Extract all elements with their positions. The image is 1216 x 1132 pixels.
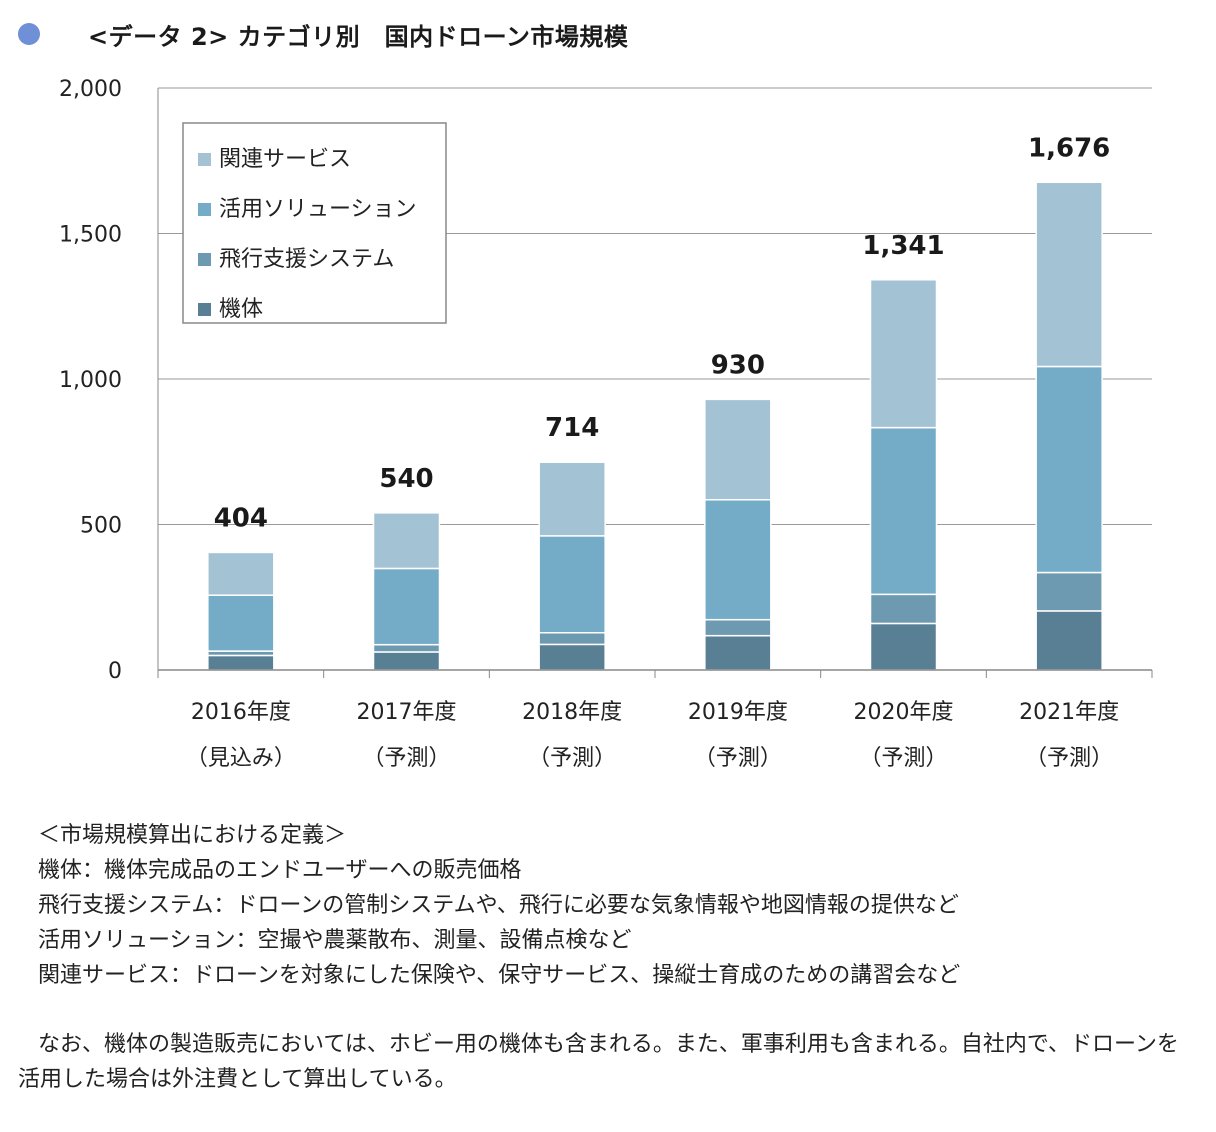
x-tick-label: 2017年度 [357,700,457,725]
legend-swatch [198,203,211,216]
bar-segment [538,643,606,671]
bar-segment [704,618,772,637]
bar-segment [372,651,441,671]
legend-label: 活用ソリューション [219,197,417,222]
bar-segment [869,279,938,429]
x-tick-sublabel: （予測） [528,746,616,771]
legend-box [182,122,447,324]
x-tick-sublabel: （予測） [1025,746,1113,771]
bar-segment [869,426,938,596]
x-tick-label: 2021年度 [1019,700,1119,725]
total-label: 540 [379,464,433,494]
bar-segment [538,632,606,646]
bar-segment [869,622,938,671]
bar-segment [372,567,441,646]
bar-segment [372,643,441,653]
total-label: 1,341 [862,231,944,261]
legend-swatch [198,153,211,166]
x-tick-sublabel: （予測） [362,746,450,771]
total-label: 404 [214,503,268,533]
total-label: 930 [711,350,765,380]
definitions-heading: ＜市場規模算出における定義＞ [38,823,347,848]
bar-segment [538,461,606,537]
bar-segment [1035,610,1103,671]
bar-segment [1035,181,1103,368]
x-tick-label: 2019年度 [688,700,788,725]
legend-swatch [198,253,211,266]
bar-segment [372,512,441,570]
bar-segment [538,535,606,634]
legend-label: 機体 [219,297,263,322]
bar-segment [704,634,772,671]
x-tick-label: 2018年度 [522,700,622,725]
x-tick-label: 2020年度 [854,700,954,725]
chart-title: <データ 2> カテゴリ別 国内ドローン市場規模 [88,22,629,51]
bar-segment [207,594,275,652]
y-tick-label: 2,000 [59,77,122,102]
bullet-icon [18,23,40,45]
definition-airframe: 機体：機体完成品のエンドユーザーへの販売価格 [38,858,522,883]
legend-swatch [198,303,211,316]
bar-segment [207,654,275,671]
x-tick-sublabel: （見込み） [186,746,296,771]
bar-segment [869,593,938,625]
definition-solutions: 活用ソリューション：空撮や農薬散布、測量、設備点検など [38,928,632,953]
title-row: <データ 2> カテゴリ別 国内ドローン市場規模 [18,14,628,54]
total-label: 1,676 [1028,133,1110,163]
x-tick-sublabel: （予測） [859,746,947,771]
bar-segment [704,398,772,501]
definition-flight-support: 飛行支援システム：ドローンの管制システムや、飛行に必要な気象情報や地図情報の提供… [38,893,959,918]
bar-segment [704,499,772,621]
x-tick-label: 2016年度 [191,700,291,725]
definitions-section: ＜市場規模算出における定義＞ 機体：機体完成品のエンドユーザーへの販売価格 飛行… [18,818,1198,1097]
legend-label: 飛行支援システム [219,247,394,272]
y-tick-label: 500 [80,514,122,539]
bar-segment [207,551,275,596]
bar-segment [1035,365,1103,574]
stacked-bar-chart: 0 500 1,000 1,500 2,000 404 2016年度 （見込み） 540 2017… [59,77,1153,771]
bar-segment [1035,571,1103,612]
notes-paragraph: なお、機体の製造販売においては、ホビー用の機体も含まれる。また、軍事利用も含まれ… [18,1032,1179,1092]
definition-services: 関連サービス：ドローンを対象にした保険や、保守サービス、操縦士育成のための講習会… [38,963,961,988]
y-tick-label: 1,500 [59,223,122,248]
y-tick-label: 0 [108,659,122,684]
x-tick-sublabel: （予測） [694,746,782,771]
y-tick-label: 1,000 [59,368,122,393]
total-label: 714 [545,413,599,443]
legend-label: 関連サービス [219,147,351,172]
